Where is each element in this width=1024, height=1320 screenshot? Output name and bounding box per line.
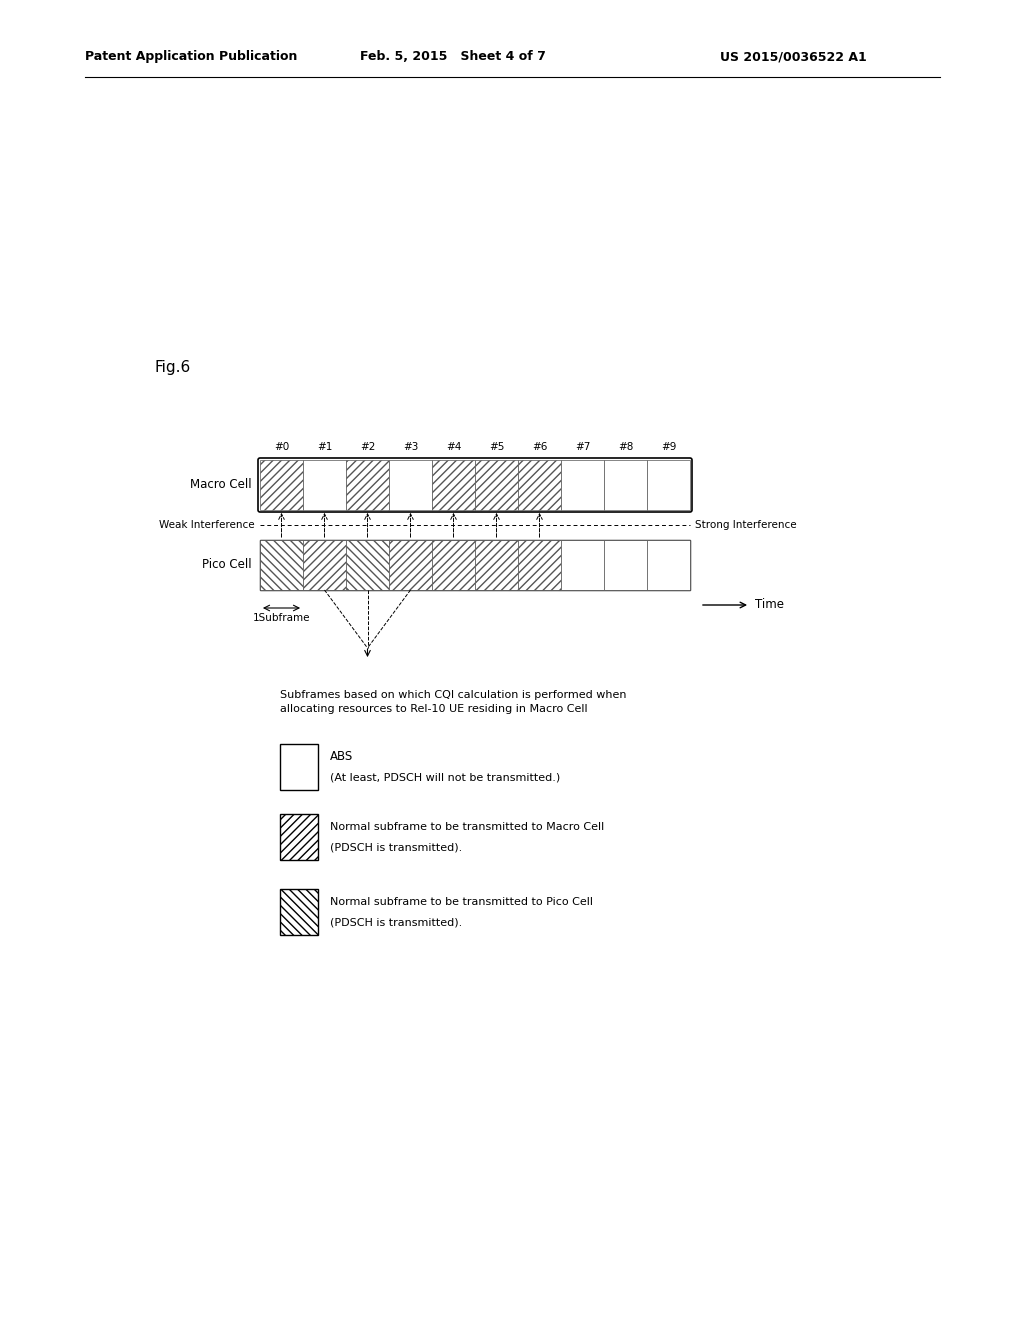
Text: US 2015/0036522 A1: US 2015/0036522 A1: [720, 50, 866, 63]
Text: #0: #0: [273, 442, 289, 451]
Text: #2: #2: [359, 442, 375, 451]
Bar: [280, 744, 318, 789]
Bar: [561, 459, 604, 510]
Text: Fig.6: Fig.6: [155, 360, 191, 375]
Bar: [604, 540, 647, 590]
Bar: [518, 459, 561, 510]
Text: 1Subframe: 1Subframe: [253, 612, 310, 623]
Bar: [346, 540, 389, 590]
Text: (At least, PDSCH will not be transmitted.): (At least, PDSCH will not be transmitted…: [330, 772, 560, 783]
Bar: [475, 459, 518, 510]
Text: Weak Interference: Weak Interference: [160, 520, 255, 531]
Text: ABS: ABS: [330, 750, 353, 763]
Text: (PDSCH is transmitted).: (PDSCH is transmitted).: [330, 917, 462, 927]
Bar: [346, 459, 389, 510]
Text: #7: #7: [574, 442, 590, 451]
Bar: [260, 540, 690, 590]
Bar: [303, 540, 346, 590]
Text: #3: #3: [402, 442, 418, 451]
Text: #5: #5: [488, 442, 504, 451]
Bar: [280, 888, 318, 935]
Bar: [647, 459, 690, 510]
Bar: [604, 459, 647, 510]
Text: #6: #6: [531, 442, 547, 451]
Text: Normal subframe to be transmitted to Macro Cell: Normal subframe to be transmitted to Mac…: [330, 822, 604, 832]
Text: Patent Application Publication: Patent Application Publication: [85, 50, 297, 63]
Bar: [475, 540, 518, 590]
Text: Macro Cell: Macro Cell: [190, 479, 252, 491]
Text: #8: #8: [617, 442, 633, 451]
Bar: [561, 540, 604, 590]
Bar: [389, 459, 432, 510]
Bar: [260, 540, 303, 590]
Text: Pico Cell: Pico Cell: [203, 558, 252, 572]
FancyBboxPatch shape: [258, 458, 692, 512]
Bar: [647, 540, 690, 590]
Bar: [518, 540, 561, 590]
Bar: [389, 540, 432, 590]
Text: Normal subframe to be transmitted to Pico Cell: Normal subframe to be transmitted to Pic…: [330, 896, 593, 907]
Text: Subframes based on which CQI calculation is performed when
allocating resources : Subframes based on which CQI calculation…: [280, 690, 627, 714]
Text: Time: Time: [755, 598, 784, 611]
Bar: [260, 459, 303, 510]
Bar: [303, 459, 346, 510]
Text: #1: #1: [316, 442, 332, 451]
Bar: [432, 459, 475, 510]
Bar: [432, 540, 475, 590]
Text: Feb. 5, 2015   Sheet 4 of 7: Feb. 5, 2015 Sheet 4 of 7: [360, 50, 546, 63]
Bar: [280, 814, 318, 861]
Text: #9: #9: [660, 442, 676, 451]
Text: Strong Interference: Strong Interference: [695, 520, 797, 531]
Text: (PDSCH is transmitted).: (PDSCH is transmitted).: [330, 842, 462, 853]
Text: #4: #4: [445, 442, 461, 451]
